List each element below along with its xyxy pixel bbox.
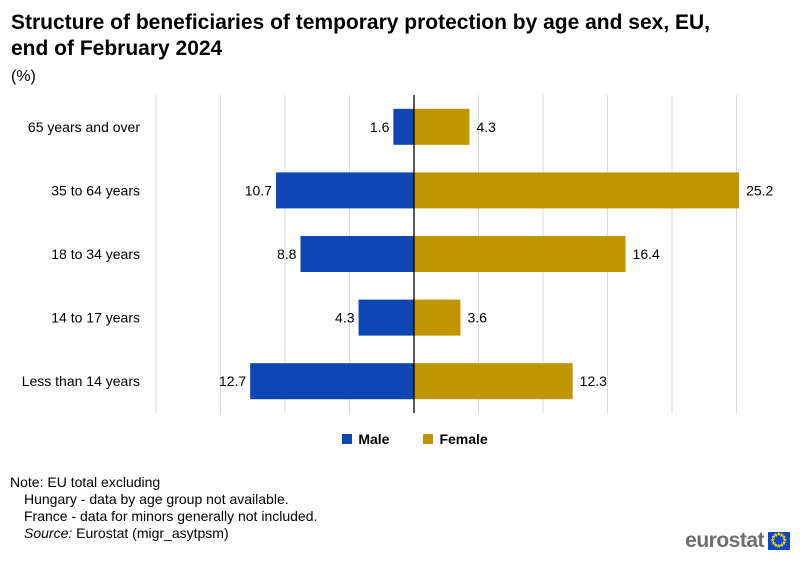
eurostat-logo: eurostat ★ ★ ★ ★ ★ ★ ★ ★ ★ ★ ★ ★ [685,529,790,553]
flag-star: ★ [773,532,779,539]
flag-star: ★ [776,532,782,538]
data-label-female: 25.2 [746,182,773,198]
source-text: Eurostat (migr_asytpsm) [72,525,229,541]
bar-male [393,108,414,145]
bar-female [414,363,573,400]
legend-item-male: Male [342,431,389,447]
bar-female [414,108,470,145]
category-label: Less than 14 years [22,373,140,389]
bar-female [414,172,740,209]
note-line-1: Note: EU total excluding [10,474,161,490]
source-line: Source: Eurostat (migr_asytpsm) [10,525,317,542]
flag-star: ★ [770,538,776,544]
bar-male [358,299,414,336]
legend-item-female: Female [423,431,488,447]
data-label-male: 1.6 [370,119,390,135]
logo-text: eurostat [685,529,764,552]
flag-star: ★ [770,541,777,547]
bar-male [250,363,414,400]
flag-star: ★ [779,532,785,539]
bar-chart: 65 years and over 1.6 4.3 35 to 64 years 10.… [22,95,774,413]
flag-star: ★ [779,543,785,550]
legend: Male Female [0,431,800,447]
category-label: 65 years and over [28,119,140,135]
flag-star: ★ [781,535,787,541]
data-label-female: 12.3 [580,373,607,389]
flag-star: ★ [781,541,787,547]
data-label-male: 4.3 [335,310,355,326]
category-label: 35 to 64 years [51,182,140,198]
data-label-female: 3.6 [467,310,487,326]
note-line-2: Hungary - data by age group not availabl… [24,491,289,507]
bar-female [414,236,626,272]
data-label-female: 4.3 [476,119,496,135]
bar-female [414,299,461,336]
chart-notes: Note: EU total excluding Hungary - data … [10,474,317,542]
note-line-3: France - data for minors generally not i… [24,508,318,524]
bar-male [275,172,414,209]
flag-star: ★ [782,538,788,544]
flag-star: ★ [773,543,779,550]
category-label: 14 to 17 years [51,310,140,326]
bar-male [300,236,414,272]
flag-star: ★ [776,544,782,550]
legend-swatch-male [342,434,353,444]
data-label-male: 8.8 [277,246,297,262]
legend-label-female: Female [439,431,488,447]
source-label: Source: [24,525,73,541]
chart-title: Structure of beneficiaries of temporary … [11,11,711,60]
data-label-female: 16.4 [633,246,660,262]
chart-subtitle: (%) [11,68,36,85]
eu-flag-icon: ★ ★ ★ ★ ★ ★ ★ ★ ★ ★ ★ ★ [768,532,790,550]
legend-label-male: Male [358,431,390,447]
category-label: 18 to 34 years [51,246,140,262]
data-label-male: 12.7 [219,373,246,389]
data-label-male: 10.7 [245,182,272,198]
flag-star: ★ [770,535,777,541]
legend-swatch-female [423,434,434,444]
